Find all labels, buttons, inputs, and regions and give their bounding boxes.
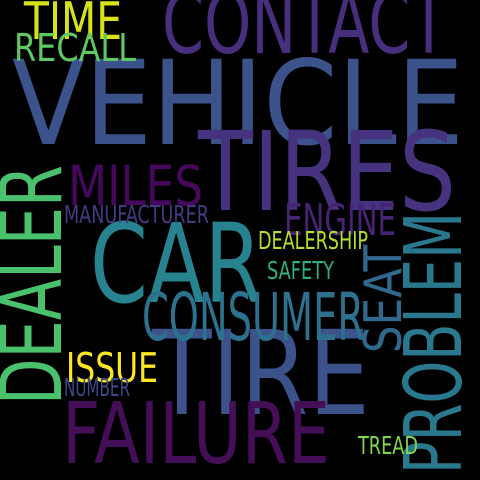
word-issue: ISSUE [66,343,158,392]
word-car: CAR [90,200,262,329]
word-safety: SAFETY [267,256,334,286]
word-miles: MILES [68,154,203,219]
word-failure: FAILURE [62,385,330,480]
word-manufacturer: MANUFACTURER [64,200,209,230]
word-number: NUMBER [64,373,130,403]
word-dealership: DEALERSHIP [258,226,368,256]
word-recall: RECALL [14,26,136,72]
word-tread: TREAD [358,431,418,461]
word-tires: TIRES [198,108,456,237]
word-consumer: CONSUMER [142,278,364,356]
word-contact: CONTACT [162,0,447,75]
word-tire: TIRE [152,306,370,442]
word-vehicle: VEHICLE [12,36,464,172]
word-engine: ENGINE [284,195,396,247]
word-seat: SEAT [353,245,414,353]
word-time: TIME [24,0,122,52]
